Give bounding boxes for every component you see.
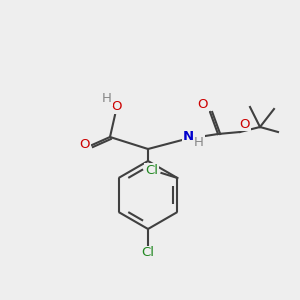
Text: H: H — [102, 92, 112, 106]
Text: H: H — [194, 136, 204, 148]
Text: O: O — [112, 100, 122, 113]
Text: O: O — [198, 98, 208, 112]
Text: N: N — [182, 130, 194, 143]
Text: O: O — [80, 139, 90, 152]
Text: Cl: Cl — [142, 247, 154, 260]
Text: O: O — [240, 118, 250, 130]
Text: Cl: Cl — [145, 164, 158, 176]
